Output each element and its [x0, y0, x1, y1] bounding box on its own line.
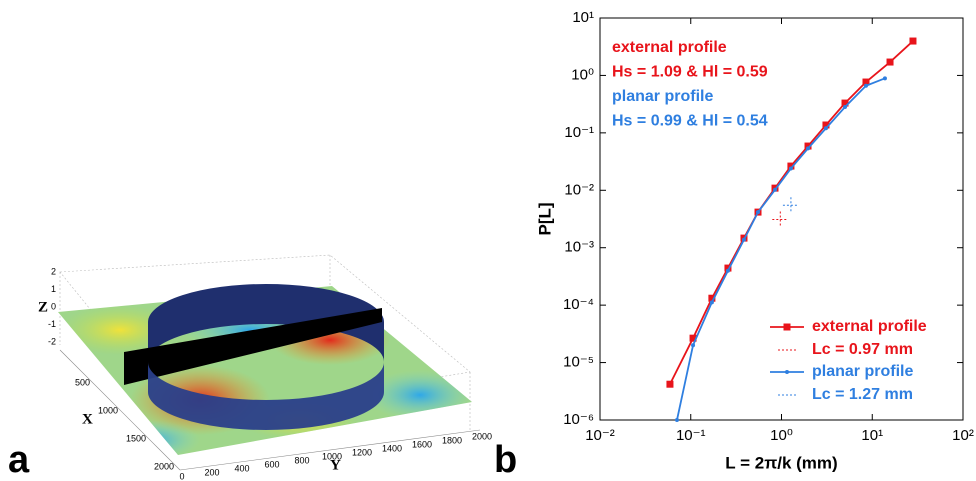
- z-tick-label: -2: [48, 336, 56, 346]
- z-tick-label: 1: [51, 284, 56, 294]
- y-tick-label: 400: [234, 463, 249, 473]
- marker: [787, 162, 795, 170]
- y-tick-label: 1400: [382, 443, 402, 453]
- z-tick-label: -1: [48, 319, 56, 329]
- y-tick-label: 2000: [472, 431, 492, 441]
- x-tick-label: 10⁻²: [585, 427, 615, 444]
- surface-panel: [58, 254, 481, 471]
- panel-label: b: [494, 439, 517, 481]
- marker: [725, 268, 730, 273]
- marker: [882, 76, 887, 81]
- annotation: Hs = 1.09 & Hl = 0.59: [612, 64, 768, 81]
- marker: [823, 126, 828, 131]
- x-tick-label: 10⁻¹: [676, 427, 706, 444]
- marker: [708, 294, 716, 302]
- marker: [843, 104, 848, 109]
- y-tick-label: 1800: [442, 435, 462, 445]
- z-axis-label: Z: [38, 299, 48, 315]
- legend-label: external profile: [812, 318, 927, 335]
- marker: [689, 334, 697, 342]
- y-tick-label: 10⁻²: [564, 181, 594, 198]
- x-tick-label: 10²: [952, 427, 974, 444]
- marker: [666, 380, 674, 388]
- x-tick-label: 1000: [98, 405, 118, 415]
- marker: [909, 37, 917, 45]
- annotation: Hs = 0.99 & Hl = 0.54: [612, 113, 768, 130]
- y-tick-label: 10⁻¹: [564, 124, 594, 141]
- legend-label: Lc = 0.97 mm: [812, 341, 913, 358]
- z-tick-label: 0: [51, 301, 56, 311]
- legend-label: planar profile: [812, 363, 913, 380]
- marker: [806, 146, 811, 151]
- y-tick-label: 600: [264, 459, 279, 469]
- legend-marker: [785, 370, 789, 374]
- marker: [862, 78, 870, 86]
- x-axis-label: X: [82, 411, 93, 427]
- marker: [788, 166, 793, 171]
- marker: [741, 237, 746, 242]
- y-tick-label: 10⁻⁵: [563, 354, 594, 371]
- marker: [863, 83, 868, 88]
- y-tick-label: 10⁻⁴: [563, 296, 594, 313]
- marker: [756, 210, 761, 215]
- y-axis-label: P[L]: [535, 202, 554, 235]
- y-tick-label: 1200: [352, 447, 372, 457]
- marker: [822, 121, 830, 129]
- marker: [709, 300, 714, 305]
- marker: [773, 187, 778, 192]
- series-line: [669, 40, 914, 385]
- annotation: planar profile: [612, 88, 713, 105]
- cross-section: [124, 308, 382, 385]
- annotation: external profile: [612, 39, 727, 56]
- ring-front: [148, 362, 384, 430]
- x-tick-label: 1500: [126, 433, 146, 443]
- marker: [804, 142, 812, 150]
- y-tick-label: 800: [294, 455, 309, 465]
- panel-label: a: [8, 439, 30, 481]
- x-tick-label: 500: [75, 377, 90, 387]
- y-tick-label: 10⁰: [571, 66, 594, 83]
- y-tick-label: 200: [204, 467, 219, 477]
- x-axis-label: L = 2π/k (mm): [725, 453, 837, 472]
- y-tick-label: 10⁻³: [564, 239, 594, 256]
- marker: [674, 418, 679, 422]
- marker: [691, 343, 696, 348]
- legend-label: Lc = 1.27 mm: [812, 386, 913, 403]
- ring-back: [148, 284, 384, 362]
- x-tick-label: 10⁰: [770, 427, 793, 444]
- y-tick-label: 1600: [412, 439, 432, 449]
- y-tick-label: 10¹: [572, 9, 594, 26]
- y-axis-label: Y: [330, 457, 341, 473]
- legend-marker: [783, 323, 791, 331]
- y-tick-label: 10⁻⁶: [563, 411, 594, 428]
- marker: [886, 58, 894, 66]
- y-tick-label: 0: [179, 471, 184, 481]
- x-tick-label: 10¹: [861, 427, 883, 444]
- marker: [724, 264, 732, 272]
- z-tick-label: 2: [51, 266, 56, 276]
- x-tick-label: 2000: [154, 461, 174, 471]
- marker: [841, 99, 849, 107]
- y-tick-label: 1000: [322, 451, 342, 461]
